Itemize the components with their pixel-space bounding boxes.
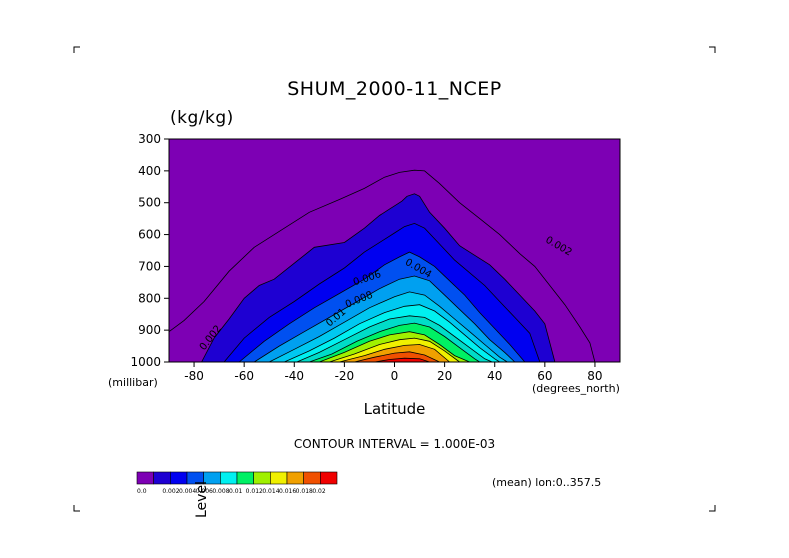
y-tick-label: 400 [138, 164, 161, 178]
crop-mark-top-left [73, 46, 80, 53]
colorbar-swatch [303, 471, 321, 485]
contour-line-0.014 [329, 337, 460, 363]
contour-line-0.006 [269, 291, 508, 363]
x-tick-label: -80 [184, 369, 204, 383]
crop-marks [73, 46, 716, 512]
x-tick-label: 40 [487, 369, 502, 383]
x-tick-label: -40 [284, 369, 304, 383]
x-axis-label: Latitude [363, 400, 426, 418]
y-tick-label: 1000 [130, 355, 161, 369]
y-axis-label: Level [194, 481, 210, 518]
contour-line-0.018 [354, 351, 440, 363]
colorbar-label: 0.006 [196, 488, 213, 495]
colorbar-label: 0.0 [137, 488, 147, 495]
contour-line-0.02 [374, 357, 430, 363]
crop-mark-top-right [709, 46, 716, 53]
x-axis-unit: (degrees_north) [532, 382, 620, 395]
colorbar-label: 0.018 [296, 488, 313, 495]
y-tick-label: 500 [138, 196, 161, 210]
contour-line-0.016 [339, 344, 450, 363]
colorbar-label: 0.008 [212, 488, 229, 495]
x-tick-label: 20 [437, 369, 452, 383]
y-tick-label: 700 [138, 259, 161, 273]
colorbar-label: 0.01 [229, 488, 243, 495]
contour-fill-0.02 [374, 358, 430, 362]
colorbar-label: 0.002 [162, 488, 179, 495]
x-tick-label: 0 [391, 369, 399, 383]
x-tick-label: -20 [335, 369, 355, 383]
contour-line-0.007 [284, 304, 500, 363]
colorbar-swatch [286, 471, 304, 485]
crop-mark-bottom-right [709, 505, 716, 512]
contour-line-0.008 [296, 315, 493, 363]
y-tick-label: 800 [138, 291, 161, 305]
y-tick-label: 900 [138, 323, 161, 337]
colorbar-swatch [153, 471, 171, 485]
crop-mark-bottom-left [73, 505, 80, 512]
colorbar-swatch [253, 471, 271, 485]
colorbar-swatch [220, 471, 238, 485]
contour-line-outer [168, 169, 596, 363]
y-axis-unit: (millibar) [108, 376, 158, 389]
colorbar-swatch [270, 471, 288, 485]
colorbar: 0.0 0.002 0.004 0.006 0.008 0.01 0.012 0.014 0.0… [136, 471, 338, 495]
colorbar-swatch [236, 471, 254, 485]
colorbar-swatch [320, 471, 338, 485]
x-tick-label: 60 [537, 369, 552, 383]
contour-line-0.002 [201, 193, 556, 363]
contour-line-0.012 [319, 331, 470, 363]
axes: -80 -60 -40 -20 0 20 40 60 80 300 400 500 600 700 800 9… [130, 132, 621, 383]
contour-line-0.005 [253, 275, 516, 363]
contour-fills [169, 139, 620, 362]
y-tick-label: 600 [138, 228, 161, 242]
colorbar-label: 0.004 [179, 488, 196, 495]
y-tick-label: 300 [138, 132, 161, 146]
colorbar-label: 0.02 [312, 488, 326, 495]
colorbar-label: 0.016 [279, 488, 296, 495]
colorbar-swatch [136, 471, 154, 485]
x-tick-label: 80 [587, 369, 602, 383]
colorbar-label: 0.012 [246, 488, 263, 495]
mean-note: (mean) lon:0..357.5 [492, 476, 602, 489]
contour-line-0.004 [238, 251, 526, 363]
contour-lines [168, 169, 596, 363]
colorbar-swatch [170, 471, 188, 485]
contour-interval: CONTOUR INTERVAL = 1.000E-03 [293, 437, 496, 451]
x-tick-label: -60 [234, 369, 254, 383]
contour-line-0.003 [223, 222, 541, 363]
colorbar-label: 0.014 [262, 488, 279, 495]
contour-line-0.01 [309, 322, 480, 363]
chart-title: SHUM_2000-11_NCEP [287, 78, 502, 100]
units-label: (kg/kg) [170, 108, 234, 128]
